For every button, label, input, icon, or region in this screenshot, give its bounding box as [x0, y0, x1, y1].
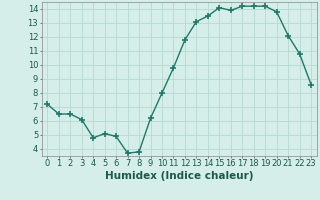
X-axis label: Humidex (Indice chaleur): Humidex (Indice chaleur) [105, 171, 253, 181]
